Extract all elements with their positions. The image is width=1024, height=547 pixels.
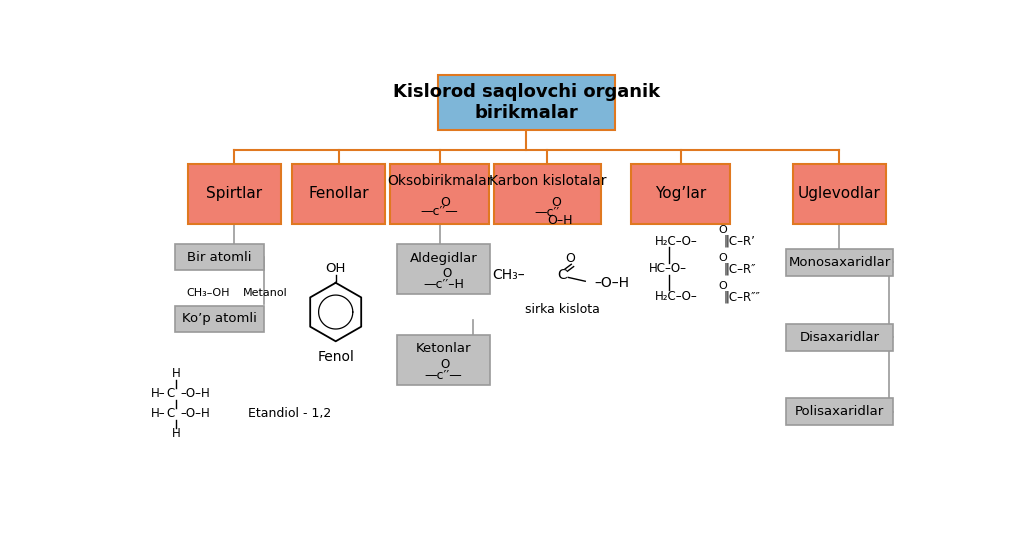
Text: Metanol: Metanol [243, 288, 288, 298]
Text: Karbon kislotalar: Karbon kislotalar [488, 174, 606, 188]
Text: Aldegidlar: Aldegidlar [410, 252, 477, 265]
Text: C: C [167, 407, 175, 420]
Text: H₂C–O–: H₂C–O– [655, 290, 697, 303]
Text: O: O [440, 358, 450, 371]
Text: O: O [429, 196, 451, 209]
Text: Ketonlar: Ketonlar [416, 342, 471, 356]
Text: Ko’p atomli: Ko’p atomli [181, 312, 256, 325]
Text: HC–O–: HC–O– [649, 263, 687, 276]
FancyBboxPatch shape [390, 164, 489, 224]
FancyBboxPatch shape [786, 249, 893, 276]
FancyBboxPatch shape [174, 306, 263, 332]
Text: sirka kislota: sirka kislota [524, 303, 599, 316]
Text: CH₃–OH: CH₃–OH [186, 288, 229, 298]
Text: O: O [719, 281, 728, 291]
Text: Disaxaridlar: Disaxaridlar [800, 330, 880, 344]
Text: C: C [167, 387, 175, 400]
Text: O–H: O–H [548, 214, 573, 227]
FancyBboxPatch shape [292, 164, 385, 224]
FancyBboxPatch shape [397, 335, 489, 385]
FancyBboxPatch shape [786, 398, 893, 425]
Text: Bir atomli: Bir atomli [186, 251, 251, 264]
FancyBboxPatch shape [786, 324, 893, 351]
Text: O: O [719, 225, 728, 235]
Text: –O–H: –O–H [180, 407, 210, 420]
FancyBboxPatch shape [494, 164, 601, 224]
Text: Fenol: Fenol [317, 350, 354, 364]
Text: O: O [442, 267, 452, 280]
Text: Uglevodlar: Uglevodlar [798, 186, 881, 201]
FancyBboxPatch shape [187, 164, 281, 224]
FancyBboxPatch shape [631, 164, 730, 224]
Text: H–: H– [152, 387, 166, 400]
Text: CH₃–: CH₃– [493, 268, 524, 282]
Text: Fenollar: Fenollar [308, 186, 369, 201]
Text: H: H [172, 367, 180, 380]
Text: O: O [532, 196, 562, 209]
FancyBboxPatch shape [174, 245, 263, 270]
Text: ‖C–R’: ‖C–R’ [723, 235, 755, 248]
Text: C: C [557, 268, 567, 282]
Text: H–: H– [152, 407, 166, 420]
FancyBboxPatch shape [397, 245, 489, 294]
Text: —c′′–H: —c′′–H [423, 278, 464, 291]
Text: Oksobirikmalar: Oksobirikmalar [387, 174, 493, 188]
Text: O: O [565, 252, 574, 265]
Text: H₂C–O–: H₂C–O– [655, 235, 697, 248]
Text: Kislorod saqlovchi organik
birikmalar: Kislorod saqlovchi organik birikmalar [393, 83, 659, 122]
Text: —c′′—: —c′′— [425, 369, 462, 382]
FancyBboxPatch shape [438, 75, 614, 130]
Text: OH: OH [326, 263, 346, 276]
Text: ‖C–R″: ‖C–R″ [723, 263, 756, 276]
Text: O: O [719, 253, 728, 263]
FancyBboxPatch shape [793, 164, 886, 224]
Text: –O–H: –O–H [180, 387, 210, 400]
Text: –O–H: –O–H [595, 276, 630, 290]
Text: —c′′: —c′′ [535, 206, 560, 219]
Text: Polisaxaridlar: Polisaxaridlar [795, 405, 884, 418]
Text: Spirtlar: Spirtlar [206, 186, 262, 201]
Text: ‖C–R″″: ‖C–R″″ [723, 290, 760, 303]
Text: H: H [172, 427, 180, 440]
Text: Etandiol - 1,2: Etandiol - 1,2 [248, 407, 332, 420]
Text: Yog’lar: Yog’lar [655, 186, 707, 201]
Text: Monosaxaridlar: Monosaxaridlar [788, 256, 891, 269]
Text: —c′′—: —c′′— [421, 206, 459, 218]
